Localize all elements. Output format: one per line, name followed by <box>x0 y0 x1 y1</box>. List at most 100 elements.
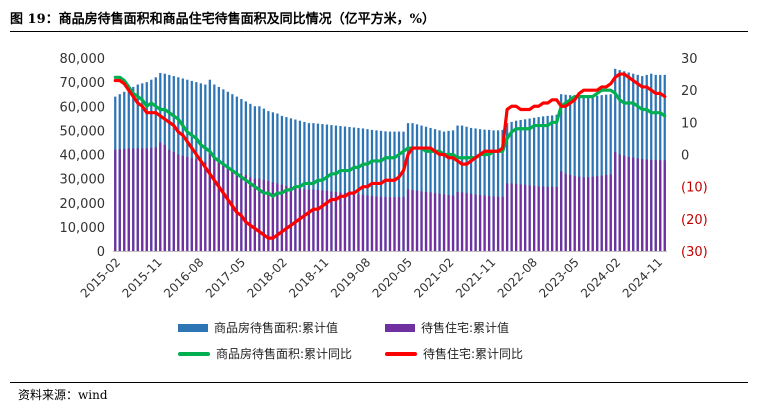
bar-total <box>289 118 293 251</box>
legend-item-bar-total: 商品房待售面积:累计值 <box>178 319 338 336</box>
bar-residential <box>528 185 531 251</box>
bar-total <box>330 125 333 251</box>
bar-residential <box>186 156 189 251</box>
y-right-tick-label: (10) <box>681 181 708 196</box>
bar-total <box>271 112 275 251</box>
bar-residential <box>204 161 207 251</box>
bar-total <box>384 131 387 251</box>
bar-total <box>469 127 473 251</box>
bar-total <box>546 115 549 252</box>
bar-total <box>312 123 315 251</box>
legend-label: 商品房待售面积:累计值 <box>214 321 339 335</box>
bar-total <box>370 129 374 251</box>
y-right-tick-label: (30) <box>681 245 708 260</box>
y-left-tick-label: 10,000 <box>60 221 106 236</box>
legend-label: 待售住宅:累计同比 <box>423 347 524 361</box>
bar-total <box>478 129 482 251</box>
bar-residential <box>366 195 369 251</box>
bar-residential <box>501 196 504 251</box>
bar-residential <box>406 189 410 251</box>
bar-residential <box>294 188 297 251</box>
bar-residential <box>618 154 621 251</box>
x-tick-label: 2018-11 <box>286 255 331 300</box>
bar-total <box>555 114 558 251</box>
bar-residential <box>505 183 509 251</box>
bar-residential <box>551 186 554 251</box>
bar-total <box>569 95 572 251</box>
bar-total <box>442 131 446 251</box>
bar-residential <box>339 192 342 251</box>
series-line-total-yoy <box>113 75 667 198</box>
bar-total <box>492 130 495 251</box>
bar-residential <box>510 183 513 251</box>
bar-total <box>501 129 504 251</box>
bar-residential <box>537 186 540 251</box>
bar-total <box>420 125 423 251</box>
bar-residential <box>402 196 405 251</box>
bar-residential <box>289 187 293 251</box>
legend-item-line-residential: 待售住宅:累计同比 <box>385 345 523 362</box>
bar-residential <box>208 152 211 251</box>
bar-residential <box>114 149 117 251</box>
bar-residential <box>145 148 148 251</box>
bar-total <box>366 129 369 251</box>
bar-residential <box>456 191 459 251</box>
bar-total <box>438 130 441 251</box>
bar-total <box>483 129 486 251</box>
bar-residential <box>163 144 166 251</box>
bar-total <box>393 131 396 251</box>
bar-residential <box>609 174 612 251</box>
bar-residential <box>483 195 486 251</box>
bar-residential <box>632 157 635 251</box>
bar-residential <box>420 191 423 251</box>
bar-residential <box>321 190 324 251</box>
bar-residential <box>177 154 180 251</box>
x-tick-label: 2020-05 <box>370 255 415 300</box>
bar-residential <box>222 164 225 251</box>
bar-residential <box>352 193 356 251</box>
bar-residential <box>424 191 428 251</box>
bar-total <box>402 131 405 251</box>
top-rule <box>10 31 748 32</box>
bar-total <box>433 129 437 251</box>
bar-residential <box>307 189 311 251</box>
bar-residential <box>303 189 306 251</box>
legend-item-line-total: 商品房待售面积:累计同比 <box>178 345 352 362</box>
bar-residential <box>654 160 657 251</box>
x-tick-label: 2024-11 <box>620 255 665 300</box>
bar-residential <box>136 148 139 251</box>
bar-residential <box>645 159 648 251</box>
bar-residential <box>262 179 266 251</box>
legend-swatch-line-residential <box>385 351 417 356</box>
y-left-tick-label: 70,000 <box>60 76 106 91</box>
bar-residential <box>213 156 216 251</box>
bar-total <box>587 96 590 251</box>
legend-swatch-bar-total <box>178 323 208 332</box>
bar-residential <box>384 196 387 251</box>
bar-residential <box>578 176 581 251</box>
bar-residential <box>249 177 252 251</box>
bar-residential <box>141 148 144 251</box>
bar-residential <box>663 160 666 251</box>
bar-residential <box>168 149 171 251</box>
bar-total <box>465 126 468 251</box>
bar-residential <box>330 191 333 251</box>
bar-residential <box>447 195 450 251</box>
bar-residential <box>375 196 378 251</box>
bar-total <box>343 126 347 251</box>
bar-total <box>609 94 612 251</box>
bar-residential <box>195 159 198 251</box>
bar-residential <box>226 166 229 251</box>
legend-swatch-line-total <box>178 351 210 356</box>
bar-total <box>361 128 365 251</box>
bar-residential <box>393 197 396 251</box>
bar-residential <box>316 189 320 251</box>
bar-residential <box>415 190 419 251</box>
bar-total <box>397 131 401 251</box>
bar-total <box>348 126 351 251</box>
bar-residential <box>388 197 392 251</box>
bar-residential <box>465 193 468 251</box>
bar-total <box>596 95 599 251</box>
source-note: 资料来源：wind <box>18 388 108 402</box>
bar-total <box>496 130 500 251</box>
